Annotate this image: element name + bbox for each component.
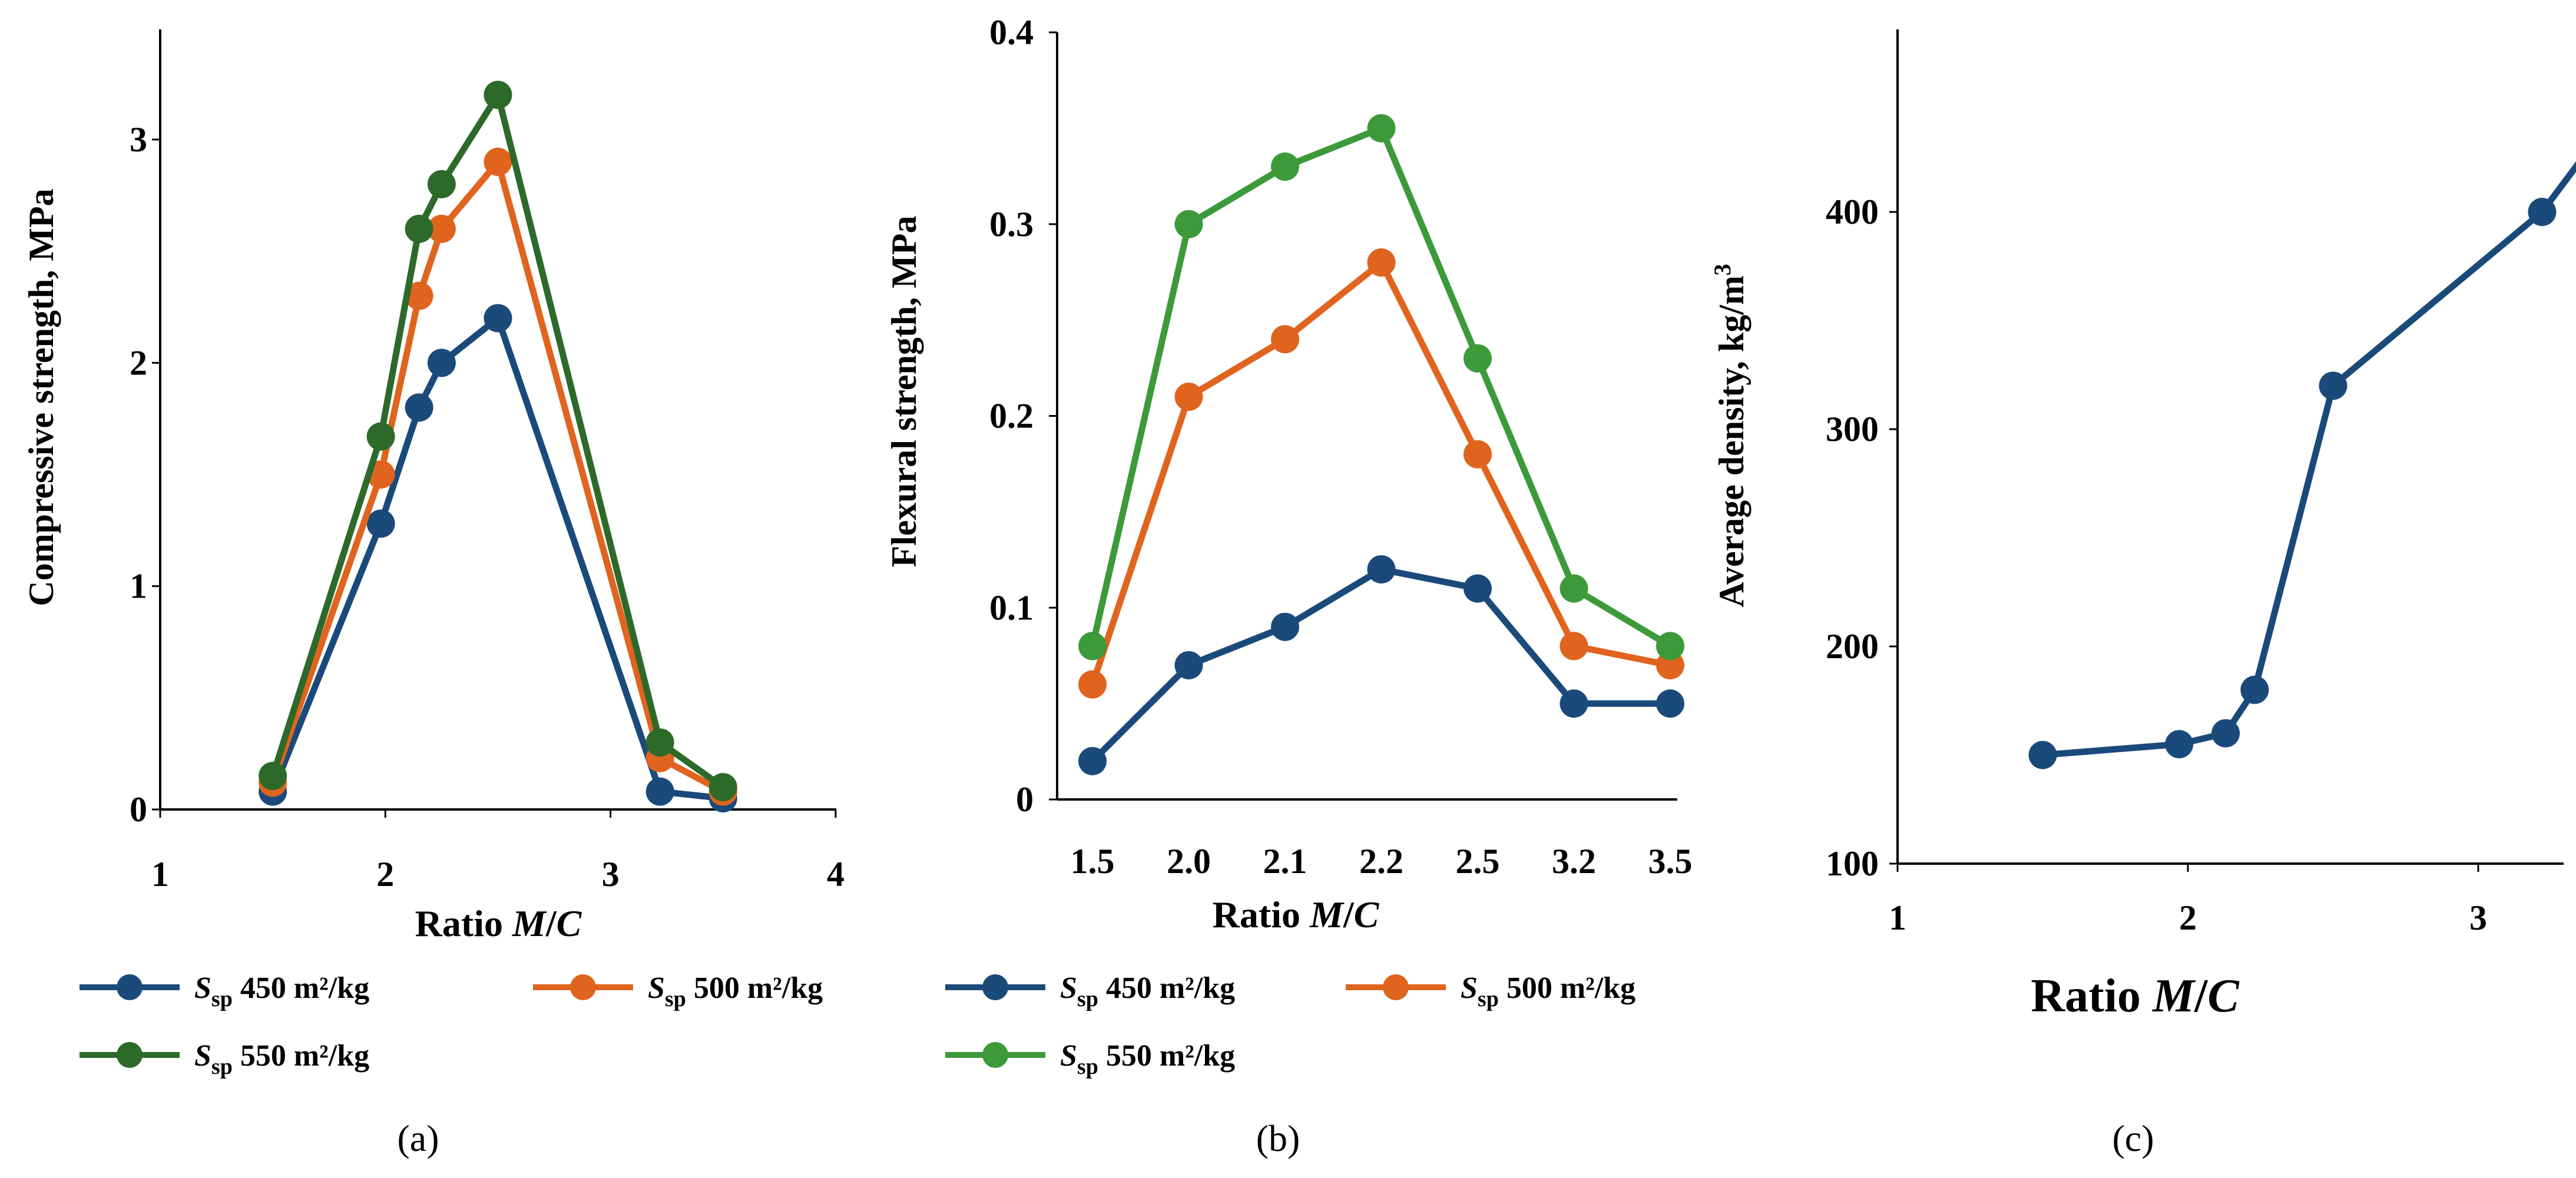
panel-c-x-tick-label: 1	[1889, 898, 1906, 937]
panel-a-caption: (a)	[397, 1117, 439, 1159]
panel-c-data-point	[2319, 371, 2347, 400]
panel-b-x-tick-label: 1.5	[1071, 842, 1115, 881]
panel-a-y-tick-label: 3	[130, 120, 147, 159]
panel-b-data-point	[1174, 651, 1203, 679]
panel-b-data-point	[1559, 632, 1588, 661]
panel-c-y-label: Average density, kg/m3	[1709, 264, 1751, 608]
panel-a-data-point	[366, 509, 395, 538]
panel-b-flexural-chart: 1.5 2.0 2.1 2.2 2.5 3.2 3.5 0 0.1 0.2 0.3 0.4 Flexu…	[885, 13, 1693, 1159]
panel-a-x-tick-label: 4	[827, 855, 845, 894]
panel-b-data-point	[1174, 382, 1203, 411]
panel-a-x-label: Ratio M/C	[415, 902, 582, 944]
panel-c-density-chart: 1 2 3 100 200 300 400 Average density, kg/m3 R…	[1709, 29, 2576, 1159]
panel-b-data-point	[1271, 152, 1299, 181]
panel-b-data-point	[1271, 612, 1299, 641]
panel-c-x-tick-label: 3	[2469, 898, 2487, 937]
panel-a-y-label: Compressive strength, MPa	[22, 188, 61, 606]
panel-a-legend-marker	[117, 974, 143, 1000]
panel-a-data-point	[708, 773, 737, 802]
panel-b-data-point	[1464, 440, 1492, 469]
panel-b-y-tick-label: 0	[1016, 780, 1034, 819]
panel-a-data-point	[427, 349, 456, 377]
panel-b-series-line	[1089, 259, 1671, 686]
panel-a-data-point	[645, 777, 674, 806]
panel-a-legend-label: Ssp 500 m²/kg	[648, 971, 823, 1011]
panel-b-x-tick-label: 2.5	[1456, 842, 1500, 881]
panel-a-data-point	[405, 393, 433, 422]
panel-a-series-line	[269, 158, 725, 795]
panel-a-legend-label: Ssp 450 m²/kg	[194, 971, 369, 1011]
panel-a-data-point	[366, 422, 395, 451]
panel-c-data-point	[2240, 675, 2269, 704]
panel-a-data-point	[484, 81, 512, 109]
panel-b-x-tick-label: 3.2	[1552, 842, 1596, 881]
panel-a-data-point	[405, 281, 433, 310]
panel-b-data-point	[1078, 670, 1107, 699]
panel-b-data-point	[1559, 689, 1588, 718]
panel-b-legend-label: Ssp 500 m²/kg	[1461, 971, 1635, 1011]
panel-b-data-point	[1656, 689, 1684, 718]
panel-a-y-tick-label: 1	[130, 567, 147, 606]
panel-a-data-point	[259, 762, 287, 791]
panel-b-data-point	[1271, 325, 1299, 354]
panel-a-data-point	[645, 728, 674, 757]
panel-c-y-tick-label: 200	[1826, 627, 1879, 666]
panel-b-legend-marker	[1383, 974, 1409, 1000]
panel-b-y-tick-label: 0.3	[989, 205, 1034, 244]
panel-b-y-label: Flexural strength, MPa	[885, 215, 923, 567]
panel-c-y-tick-label: 300	[1826, 410, 1879, 449]
panel-c-data-point	[2028, 741, 2057, 769]
panel-b-legend-label: Ssp 550 m²/kg	[1060, 1039, 1235, 1079]
panel-b-data-point	[1367, 555, 1396, 584]
panel-b-y-tick-label: 0.4	[989, 13, 1034, 52]
panel-a-legend: Ssp 450 m²/kg Ssp 500 m²/kg Ssp 550 m²/kg	[80, 971, 823, 1079]
panel-c-y-tick-label: 400	[1826, 193, 1879, 231]
panel-b-data-point	[1464, 344, 1492, 373]
panel-b-data-point	[1559, 574, 1588, 603]
panel-a-x-tick-label: 1	[151, 855, 169, 894]
panel-c-data-point	[2528, 198, 2557, 226]
panel-b-x-tick-label: 2.0	[1167, 842, 1211, 881]
panel-b-legend-marker	[982, 974, 1008, 1000]
panel-c-x-label: Ratio M/C	[2031, 970, 2240, 1022]
panel-a-legend-label: Ssp 550 m²/kg	[194, 1039, 369, 1079]
panel-a-x-tick-label: 2	[376, 855, 394, 894]
panel-a-data-point	[427, 214, 456, 243]
panel-b-data-point	[1367, 248, 1396, 277]
panel-a-data-point	[484, 147, 512, 176]
panel-b-data-point	[1078, 746, 1107, 775]
panel-b-data-point	[1367, 114, 1396, 142]
panel-b-x-tick-label: 3.5	[1648, 842, 1693, 881]
panel-a-data-point	[427, 170, 456, 198]
panel-a-y-tick-label: 2	[130, 343, 147, 382]
panel-b-y-tick-label: 0.2	[989, 397, 1034, 436]
panel-b-legend: Ssp 450 m²/kg Ssp 500 m²/kg Ssp 550 m²/kg	[945, 971, 1635, 1079]
panel-b-legend-label: Ssp 450 m²/kg	[1060, 971, 1235, 1011]
panel-b-caption: (b)	[1256, 1117, 1300, 1159]
panel-c-data-point	[2211, 719, 2240, 748]
panel-b-y-tick-label: 0.1	[989, 588, 1034, 627]
panel-b-data-point	[1464, 574, 1492, 603]
panel-c-series-line	[2042, 161, 2576, 758]
panel-a-data-point	[484, 304, 512, 333]
panel-b-x-tick-label: 2.2	[1359, 842, 1403, 881]
panel-c-x-tick-label: 2	[2179, 898, 2197, 937]
panel-b-data-point	[1656, 632, 1684, 661]
panel-a-y-tick-label: 0	[130, 790, 147, 829]
panel-a-data-point	[405, 214, 433, 243]
panel-b-data-point	[1078, 632, 1107, 661]
panel-a-legend-marker	[570, 974, 596, 1000]
panel-a-series-line	[269, 91, 725, 790]
panel-b-x-label: Ratio M/C	[1213, 894, 1380, 935]
panel-a-legend-marker	[117, 1042, 143, 1068]
panel-c-caption: (c)	[2112, 1117, 2154, 1159]
panel-b-legend-marker	[982, 1042, 1008, 1068]
panel-b-data-point	[1174, 210, 1203, 238]
panel-c-data-point	[2165, 730, 2194, 759]
panel-a-x-tick-label: 3	[602, 855, 620, 894]
panel-b-x-tick-label: 2.1	[1263, 842, 1307, 881]
panel-c-y-tick-label: 100	[1826, 844, 1879, 883]
